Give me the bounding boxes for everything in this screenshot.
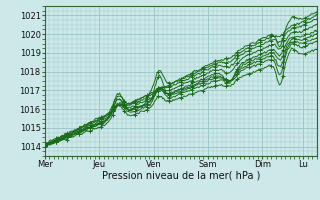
X-axis label: Pression niveau de la mer( hPa ): Pression niveau de la mer( hPa ) <box>102 171 260 181</box>
